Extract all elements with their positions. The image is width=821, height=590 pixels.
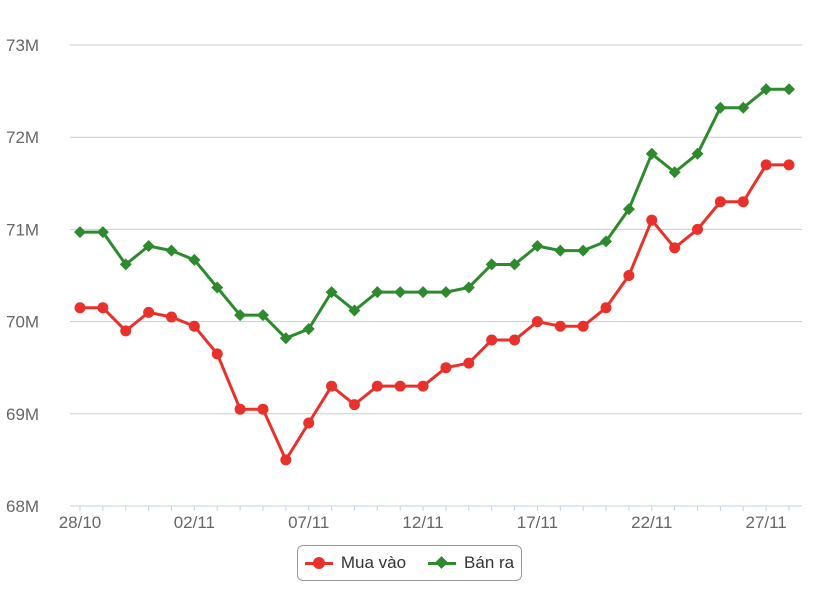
y-tick-label: 68M (6, 497, 39, 516)
y-tick-label: 72M (6, 128, 39, 147)
x-tick-label: 28/10 (59, 513, 102, 532)
data-point (714, 101, 727, 114)
data-point (257, 403, 269, 415)
data-point (783, 83, 795, 96)
y-tick-label: 69M (6, 405, 39, 424)
legend-item-ban-ra[interactable]: Bán ra (428, 553, 514, 573)
data-point (142, 239, 155, 252)
data-point (645, 147, 658, 160)
data-point (97, 302, 109, 314)
series-mua-vao (74, 159, 795, 466)
data-point (165, 244, 178, 257)
data-point (120, 325, 132, 337)
data-point (279, 332, 292, 345)
data-point (486, 334, 498, 346)
data-point (439, 286, 452, 299)
data-point (737, 196, 749, 208)
legend-label-ban-ra: Bán ra (464, 553, 515, 572)
data-point (646, 214, 658, 226)
data-point (600, 302, 612, 314)
data-point (188, 320, 200, 332)
legend-swatch-ban-ra (428, 556, 457, 570)
y-tick-label: 73M (6, 36, 39, 55)
data-point (417, 380, 429, 392)
y-axis: 68M 69M 70M 71M 72M 73M (6, 36, 39, 516)
series-line (80, 163, 789, 462)
data-point (714, 196, 726, 208)
data-point (256, 309, 269, 322)
data-point (211, 348, 223, 360)
legend-item-mua-vao[interactable]: Mua vào (304, 553, 407, 573)
data-point (669, 242, 681, 254)
series-line (80, 87, 789, 340)
series-group (74, 83, 795, 466)
data-point (348, 304, 361, 317)
data-point (554, 244, 567, 257)
legend-label-mua-vao: Mua vào (340, 553, 407, 572)
data-point (760, 83, 773, 96)
data-point (394, 380, 406, 392)
data-point (188, 253, 201, 266)
data-point (600, 235, 613, 248)
data-point (371, 286, 384, 299)
x-axis: 28/10 02/11 07/11 12/11 17/11 22/11 27/11 (59, 505, 802, 532)
chart-legend: Mua vào Bán ra (297, 545, 522, 581)
data-point (326, 380, 338, 392)
data-point (554, 320, 566, 332)
data-point (394, 286, 407, 299)
data-point (234, 309, 247, 322)
data-point (348, 399, 360, 411)
data-point (74, 302, 86, 314)
x-tick-label: 27/11 (745, 513, 786, 532)
data-point (577, 244, 590, 257)
data-point (531, 316, 543, 328)
x-tick-label: 22/11 (631, 513, 672, 532)
x-tick-label: 12/11 (402, 513, 443, 532)
data-point (463, 357, 475, 369)
legend-swatch-mua-vao (304, 556, 333, 570)
data-point (508, 258, 521, 271)
data-point (96, 226, 109, 239)
data-point (74, 226, 86, 239)
data-point (119, 258, 132, 271)
x-tick-label: 07/11 (288, 513, 329, 532)
data-point (509, 334, 521, 346)
data-point (143, 306, 155, 318)
data-point (325, 286, 338, 299)
data-point (692, 223, 704, 235)
data-point (303, 417, 315, 429)
data-point (531, 239, 544, 252)
data-point (371, 380, 383, 392)
data-point (417, 286, 430, 299)
y-tick-label: 71M (6, 220, 39, 239)
data-point (691, 147, 704, 160)
data-point (737, 101, 750, 114)
data-point (234, 403, 246, 415)
data-point (462, 281, 475, 294)
data-point (440, 362, 452, 374)
data-point (165, 311, 177, 323)
data-point (622, 203, 635, 216)
x-tick-label: 17/11 (517, 513, 558, 532)
data-point (668, 166, 681, 179)
line-chart: 68M 69M 70M 71M 72M 73M 28/10 02/11 07/11 12/11 1… (6, 36, 802, 532)
x-tick-label: 02/11 (174, 513, 215, 532)
data-point (623, 270, 635, 281)
data-point (783, 159, 795, 171)
data-point (485, 258, 498, 271)
y-tick-label: 70M (6, 313, 39, 332)
data-point (760, 159, 772, 171)
data-point (577, 320, 589, 332)
data-point (302, 322, 315, 335)
data-point (280, 454, 292, 466)
series-ban-ra (74, 83, 795, 345)
data-point (211, 281, 224, 294)
